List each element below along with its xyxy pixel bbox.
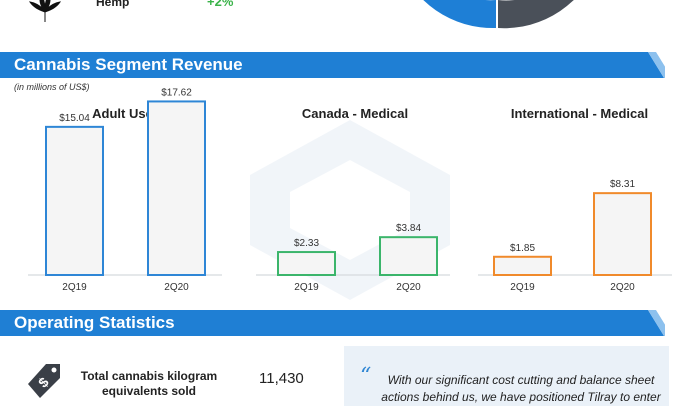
international-medical-tick-label-2q19: 2Q19 (510, 282, 535, 293)
top-strip: Hemp +2% (0, 0, 700, 30)
revenue-units-note: (in millions of US$) (14, 82, 90, 92)
cannabis-leaf-icon (28, 0, 62, 22)
stat-label-line1: Total cannabis kilogram (80, 369, 218, 383)
canada-medical-value-label-2q20: $3.84 (396, 223, 421, 234)
adult-use-tick-label-2q20: 2Q20 (164, 282, 189, 293)
donut-segment-blue (423, 0, 496, 29)
donut-segment-gray (498, 0, 574, 29)
stat-value: 11,430 (259, 370, 304, 387)
international-medical-value-label-2q20: $8.31 (610, 179, 635, 190)
international-medical-tick-label-2q20: 2Q20 (610, 282, 635, 293)
international-medical-value-label-2q19: $1.85 (510, 243, 535, 254)
canada-medical-bar-2q19 (277, 251, 336, 276)
revenue-section-header: Cannabis Segment Revenue (0, 52, 665, 78)
adult-use-value-label-2q20: $17.62 (161, 87, 192, 98)
adult-use-bar-2q19 (45, 125, 104, 276)
price-tag-dollar-icon: $ (28, 364, 60, 398)
hemp-label: Hemp (96, 0, 130, 9)
chart-title-canada-medical: Canada - Medical (301, 106, 409, 121)
hemp-change: +2% (207, 0, 234, 9)
operating-section-title: Operating Statistics (14, 313, 175, 332)
operating-section-header: Operating Statistics (0, 310, 665, 336)
international-medical-bar-2q19 (493, 255, 552, 276)
quote-line2: actions behind us, we have positioned Ti… (381, 390, 661, 404)
quote-box (344, 346, 669, 406)
canada-medical-value-label-2q19: $2.33 (294, 238, 319, 249)
quote-text: With our significant cost cutting and ba… (376, 372, 666, 406)
international-medical-bar-2q20 (593, 192, 652, 276)
donut-chart (423, 0, 574, 29)
canada-medical-tick-label-2q19: 2Q19 (294, 282, 319, 293)
chart-title-adult-use: Adult Use (92, 106, 153, 121)
revenue-section-title: Cannabis Segment Revenue (14, 55, 243, 74)
adult-use-tick-label-2q19: 2Q19 (62, 282, 87, 293)
canada-medical-bar-2q20 (379, 236, 438, 276)
adult-use-bar-2q20 (147, 100, 206, 277)
quote-line1: With our significant cost cutting and ba… (387, 373, 655, 387)
chart-title-international-medical: International - Medical (510, 106, 649, 121)
stat-label-line2: equivalents sold (101, 384, 197, 398)
quote-mark-icon: “ (360, 364, 372, 389)
stat-label: Total cannabis kilogram equivalents sold (68, 369, 230, 399)
adult-use-value-label-2q19: $15.04 (59, 113, 90, 124)
canada-medical-tick-label-2q20: 2Q20 (396, 282, 421, 293)
